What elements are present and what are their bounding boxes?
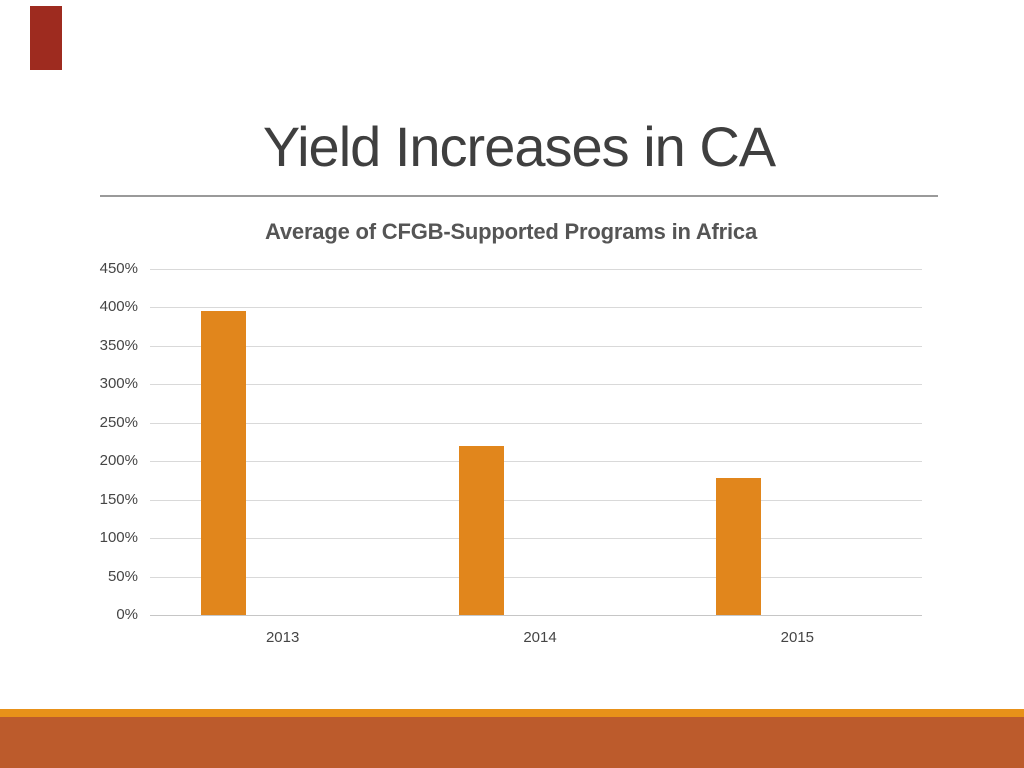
y-tick-label: 450% (99, 260, 138, 277)
footer-stripe (0, 709, 1024, 717)
y-tick-label: 200% (99, 452, 138, 470)
x-category-label: 2014 (523, 629, 557, 646)
gridline (150, 384, 922, 386)
bar (201, 311, 247, 615)
gridline (150, 461, 922, 463)
footer-band (0, 717, 1024, 768)
gridline (150, 345, 922, 347)
y-tick-label: 0% (116, 606, 138, 623)
x-axis-line (150, 615, 922, 616)
y-tick-label: 400% (99, 298, 138, 316)
corner-accent (30, 6, 62, 70)
gridline (150, 538, 922, 540)
y-tick-label: 150% (99, 490, 138, 508)
y-tick-label: 250% (99, 413, 138, 431)
x-category-label: 2015 (780, 629, 815, 646)
gridline (150, 499, 922, 501)
title-rule (100, 195, 938, 197)
gridline (150, 269, 922, 270)
gridline (150, 576, 922, 578)
gridline (150, 422, 922, 424)
y-tick-label: 50% (107, 567, 138, 585)
y-tick-label: 100% (99, 529, 138, 547)
chart-title: Average of CFGB-Supported Programs in Af… (265, 219, 757, 244)
x-category-label: 2013 (265, 629, 300, 646)
bar (715, 478, 761, 615)
y-tick-label: 350% (99, 336, 138, 354)
gridline (150, 307, 922, 309)
y-tick-label: 300% (99, 375, 138, 393)
bar (458, 445, 504, 615)
slide-title: Yield Increases in CA (262, 115, 776, 178)
